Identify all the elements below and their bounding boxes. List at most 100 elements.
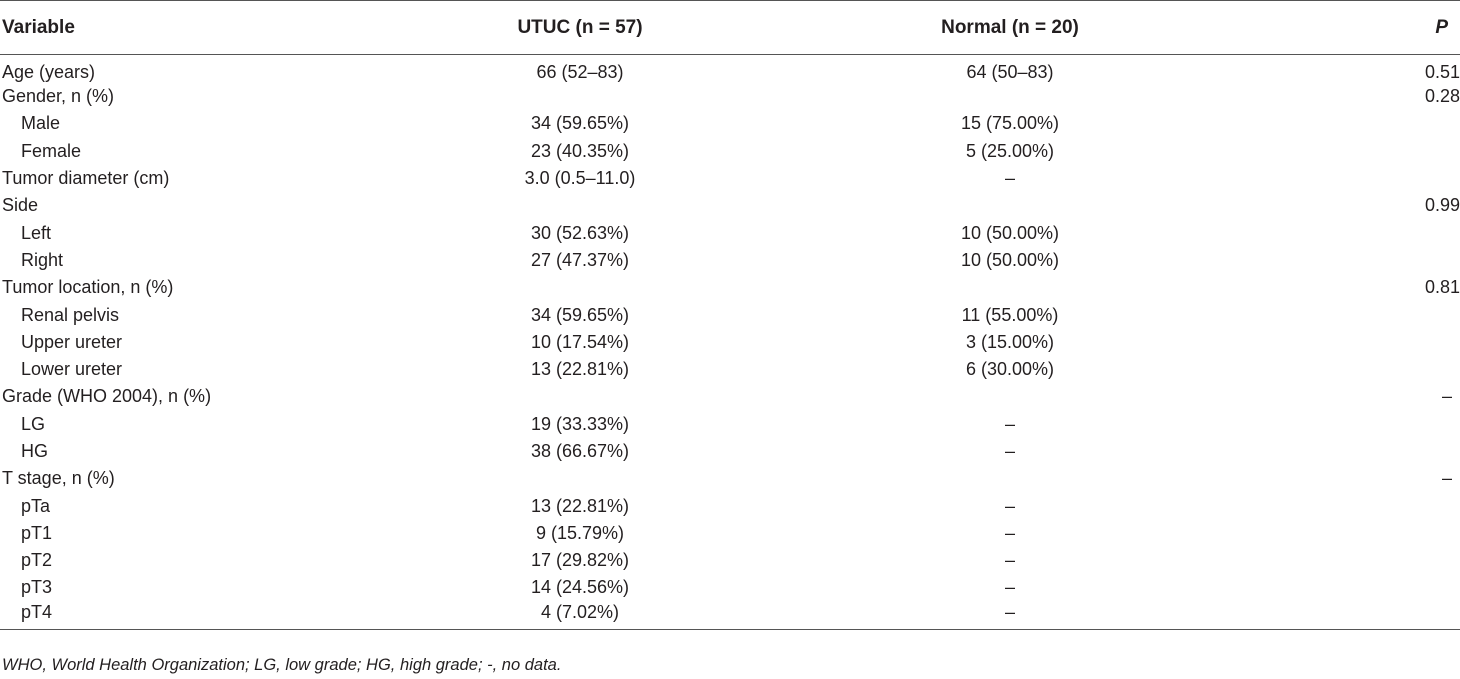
cell-variable: Upper ureter bbox=[21, 331, 123, 352]
cell-utuc: 14 (24.56%) bbox=[530, 577, 630, 598]
table-row: pTa 13 (22.81%) – bbox=[0, 492, 1460, 519]
cell-normal bbox=[780, 383, 1240, 410]
header-variable: Variable bbox=[0, 0, 380, 55]
table-row: Tumor diameter (cm) 3.0 (0.5–11.0) – bbox=[0, 165, 1460, 192]
cell-utuc: 17 (29.82%) bbox=[530, 550, 630, 571]
cell-p-value bbox=[1240, 411, 1460, 438]
cell-variable: pT4 bbox=[0, 601, 380, 630]
cell-normal: – bbox=[1004, 577, 1015, 598]
table-row: Tumor location, n (%) 0.81 bbox=[0, 274, 1460, 301]
cell-p-value: – bbox=[1441, 386, 1452, 407]
table-row: Grade (WHO 2004), n (%) – bbox=[0, 383, 1460, 410]
table-row: HG 38 (66.67%) – bbox=[0, 438, 1460, 465]
cell-utuc: 3.0 (0.5–11.0) bbox=[524, 168, 636, 189]
table-row: Gender, n (%) 0.28 bbox=[0, 83, 1460, 110]
cell-variable: Female bbox=[21, 140, 82, 161]
cell-variable: pT3 bbox=[21, 577, 53, 598]
table-header: Variable UTUC (n = 57) Normal (n = 20) P bbox=[0, 0, 1460, 55]
cell-normal: – bbox=[1004, 550, 1015, 571]
cell-p-value bbox=[1240, 247, 1460, 274]
table-row: LG 19 (33.33%) – bbox=[0, 411, 1460, 438]
cell-normal bbox=[780, 83, 1240, 110]
cell-p-value bbox=[1240, 601, 1460, 630]
table-row: Renal pelvis 34 (59.65%) 11 (55.00%) bbox=[0, 301, 1460, 328]
cell-p-value bbox=[1240, 219, 1460, 246]
cell-normal bbox=[780, 274, 1240, 301]
table-row: pT4 4 (7.02%) – bbox=[0, 601, 1460, 630]
header-p-value: P bbox=[1240, 0, 1460, 55]
cell-p-value bbox=[1240, 110, 1460, 137]
cell-utuc: 23 (40.35%) bbox=[530, 140, 630, 161]
table-footnote: WHO, World Health Organization; LG, low … bbox=[2, 656, 562, 674]
cell-utuc bbox=[380, 192, 780, 219]
characteristics-table: Variable UTUC (n = 57) Normal (n = 20) P… bbox=[0, 0, 1460, 630]
table-row: Side 0.99 bbox=[0, 192, 1460, 219]
header-normal: Normal (n = 20) bbox=[780, 0, 1240, 55]
header-utuc: UTUC (n = 57) bbox=[380, 0, 780, 55]
cell-variable: Lower ureter bbox=[21, 359, 123, 380]
cell-utuc bbox=[380, 465, 780, 492]
table-row: Upper ureter 10 (17.54%) 3 (15.00%) bbox=[0, 329, 1460, 356]
cell-variable: Left bbox=[21, 222, 52, 243]
cell-variable: pT2 bbox=[21, 550, 53, 571]
cell-variable: Tumor location, n (%) bbox=[2, 277, 174, 298]
cell-normal: – bbox=[780, 601, 1240, 630]
cell-normal: 15 (75.00%) bbox=[960, 113, 1060, 134]
table-row: pT3 14 (24.56%) – bbox=[0, 574, 1460, 601]
cell-p-value: – bbox=[1441, 468, 1452, 489]
cell-normal: – bbox=[1004, 522, 1015, 543]
table-body: Age (years) 66 (52–83) 64 (50–83) 0.51 Gende… bbox=[0, 55, 1460, 630]
cell-p-value: 0.99 bbox=[1424, 195, 1460, 216]
cell-variable: Male bbox=[21, 113, 61, 134]
cell-normal: 6 (30.00%) bbox=[965, 359, 1055, 380]
cell-p-value bbox=[1240, 438, 1460, 465]
cell-utuc: 13 (22.81%) bbox=[530, 359, 630, 380]
cell-utuc: 34 (59.65%) bbox=[530, 304, 630, 325]
cell-utuc: 34 (59.65%) bbox=[530, 113, 630, 134]
cell-normal: – bbox=[1004, 413, 1015, 434]
cell-utuc: 9 (15.79%) bbox=[535, 522, 625, 543]
cell-utuc bbox=[380, 83, 780, 110]
cell-normal: 10 (50.00%) bbox=[960, 222, 1060, 243]
cell-p-value bbox=[1240, 574, 1460, 601]
table-row: Female 23 (40.35%) 5 (25.00%) bbox=[0, 138, 1460, 165]
table-row: pT1 9 (15.79%) – bbox=[0, 520, 1460, 547]
table-row: Lower ureter 13 (22.81%) 6 (30.00%) bbox=[0, 356, 1460, 383]
cell-normal: 3 (15.00%) bbox=[965, 331, 1055, 352]
table-row: pT2 17 (29.82%) – bbox=[0, 547, 1460, 574]
cell-p-value bbox=[1240, 165, 1460, 192]
header-row: Variable UTUC (n = 57) Normal (n = 20) P bbox=[0, 0, 1460, 55]
cell-variable: LG bbox=[21, 413, 46, 434]
cell-utuc bbox=[380, 274, 780, 301]
cell-p-value bbox=[1240, 301, 1460, 328]
cell-utuc: 66 (52–83) bbox=[536, 62, 624, 82]
cell-utuc: 4 (7.02%) bbox=[380, 601, 780, 630]
cell-normal: 5 (25.00%) bbox=[965, 140, 1055, 161]
table-row: Male 34 (59.65%) 15 (75.00%) bbox=[0, 110, 1460, 137]
cell-variable: T stage, n (%) bbox=[2, 468, 115, 489]
cell-utuc: 19 (33.33%) bbox=[530, 413, 630, 434]
cell-normal bbox=[780, 192, 1240, 219]
cell-variable: Renal pelvis bbox=[21, 304, 120, 325]
cell-utuc bbox=[380, 383, 780, 410]
cell-p-value bbox=[1240, 520, 1460, 547]
cell-normal bbox=[780, 465, 1240, 492]
characteristics-table-container: Variable UTUC (n = 57) Normal (n = 20) P… bbox=[0, 0, 1460, 630]
cell-p-value bbox=[1240, 138, 1460, 165]
cell-variable: Side bbox=[2, 195, 39, 216]
cell-p-value bbox=[1240, 329, 1460, 356]
cell-p-value bbox=[1240, 547, 1460, 574]
cell-utuc: 10 (17.54%) bbox=[530, 331, 630, 352]
table-row: T stage, n (%) – bbox=[0, 465, 1460, 492]
cell-variable: Right bbox=[21, 249, 64, 270]
cell-normal: 64 (50–83) bbox=[966, 62, 1054, 82]
cell-normal: – bbox=[1004, 441, 1015, 461]
cell-variable: pT1 bbox=[21, 522, 53, 543]
table-row: Left 30 (52.63%) 10 (50.00%) bbox=[0, 219, 1460, 246]
cell-p-value: 0.51 bbox=[1424, 62, 1460, 82]
table-row: Age (years) 66 (52–83) 64 (50–83) 0.51 bbox=[0, 55, 1460, 84]
cell-p-value: 0.81 bbox=[1424, 277, 1460, 298]
cell-utuc: 27 (47.37%) bbox=[530, 249, 630, 270]
cell-normal: – bbox=[1004, 168, 1015, 189]
cell-variable: HG bbox=[21, 441, 48, 461]
